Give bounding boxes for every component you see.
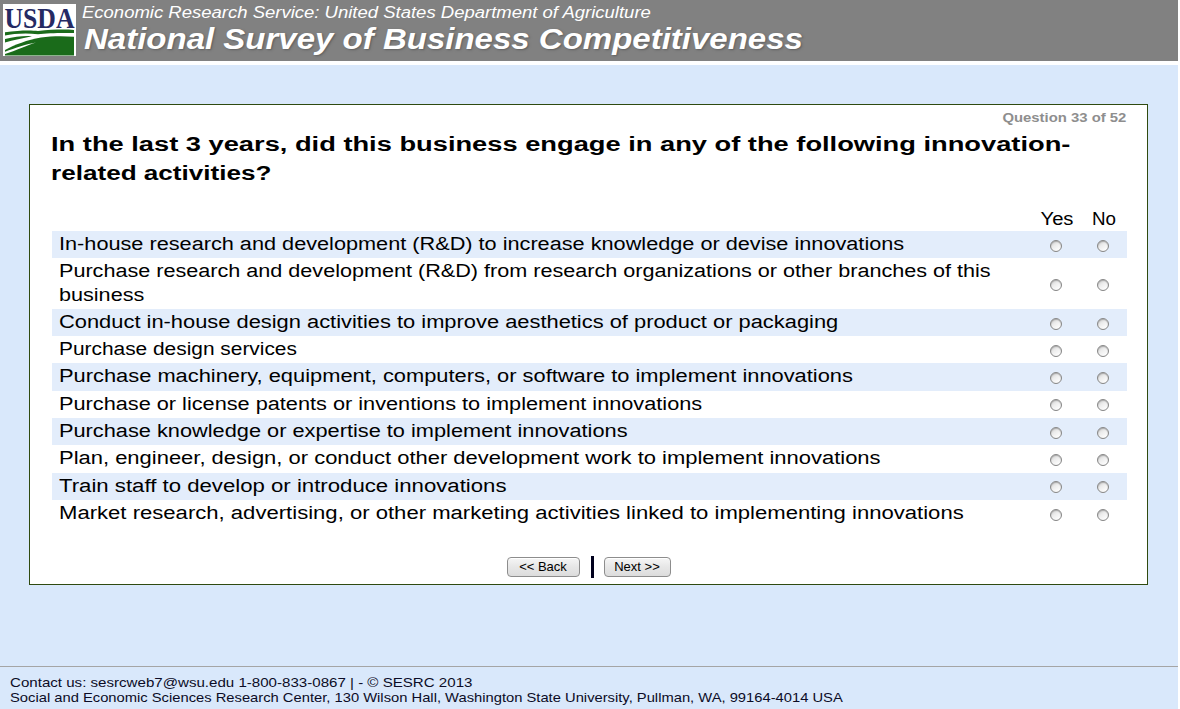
svg-text:USDA: USDA: [5, 4, 75, 34]
